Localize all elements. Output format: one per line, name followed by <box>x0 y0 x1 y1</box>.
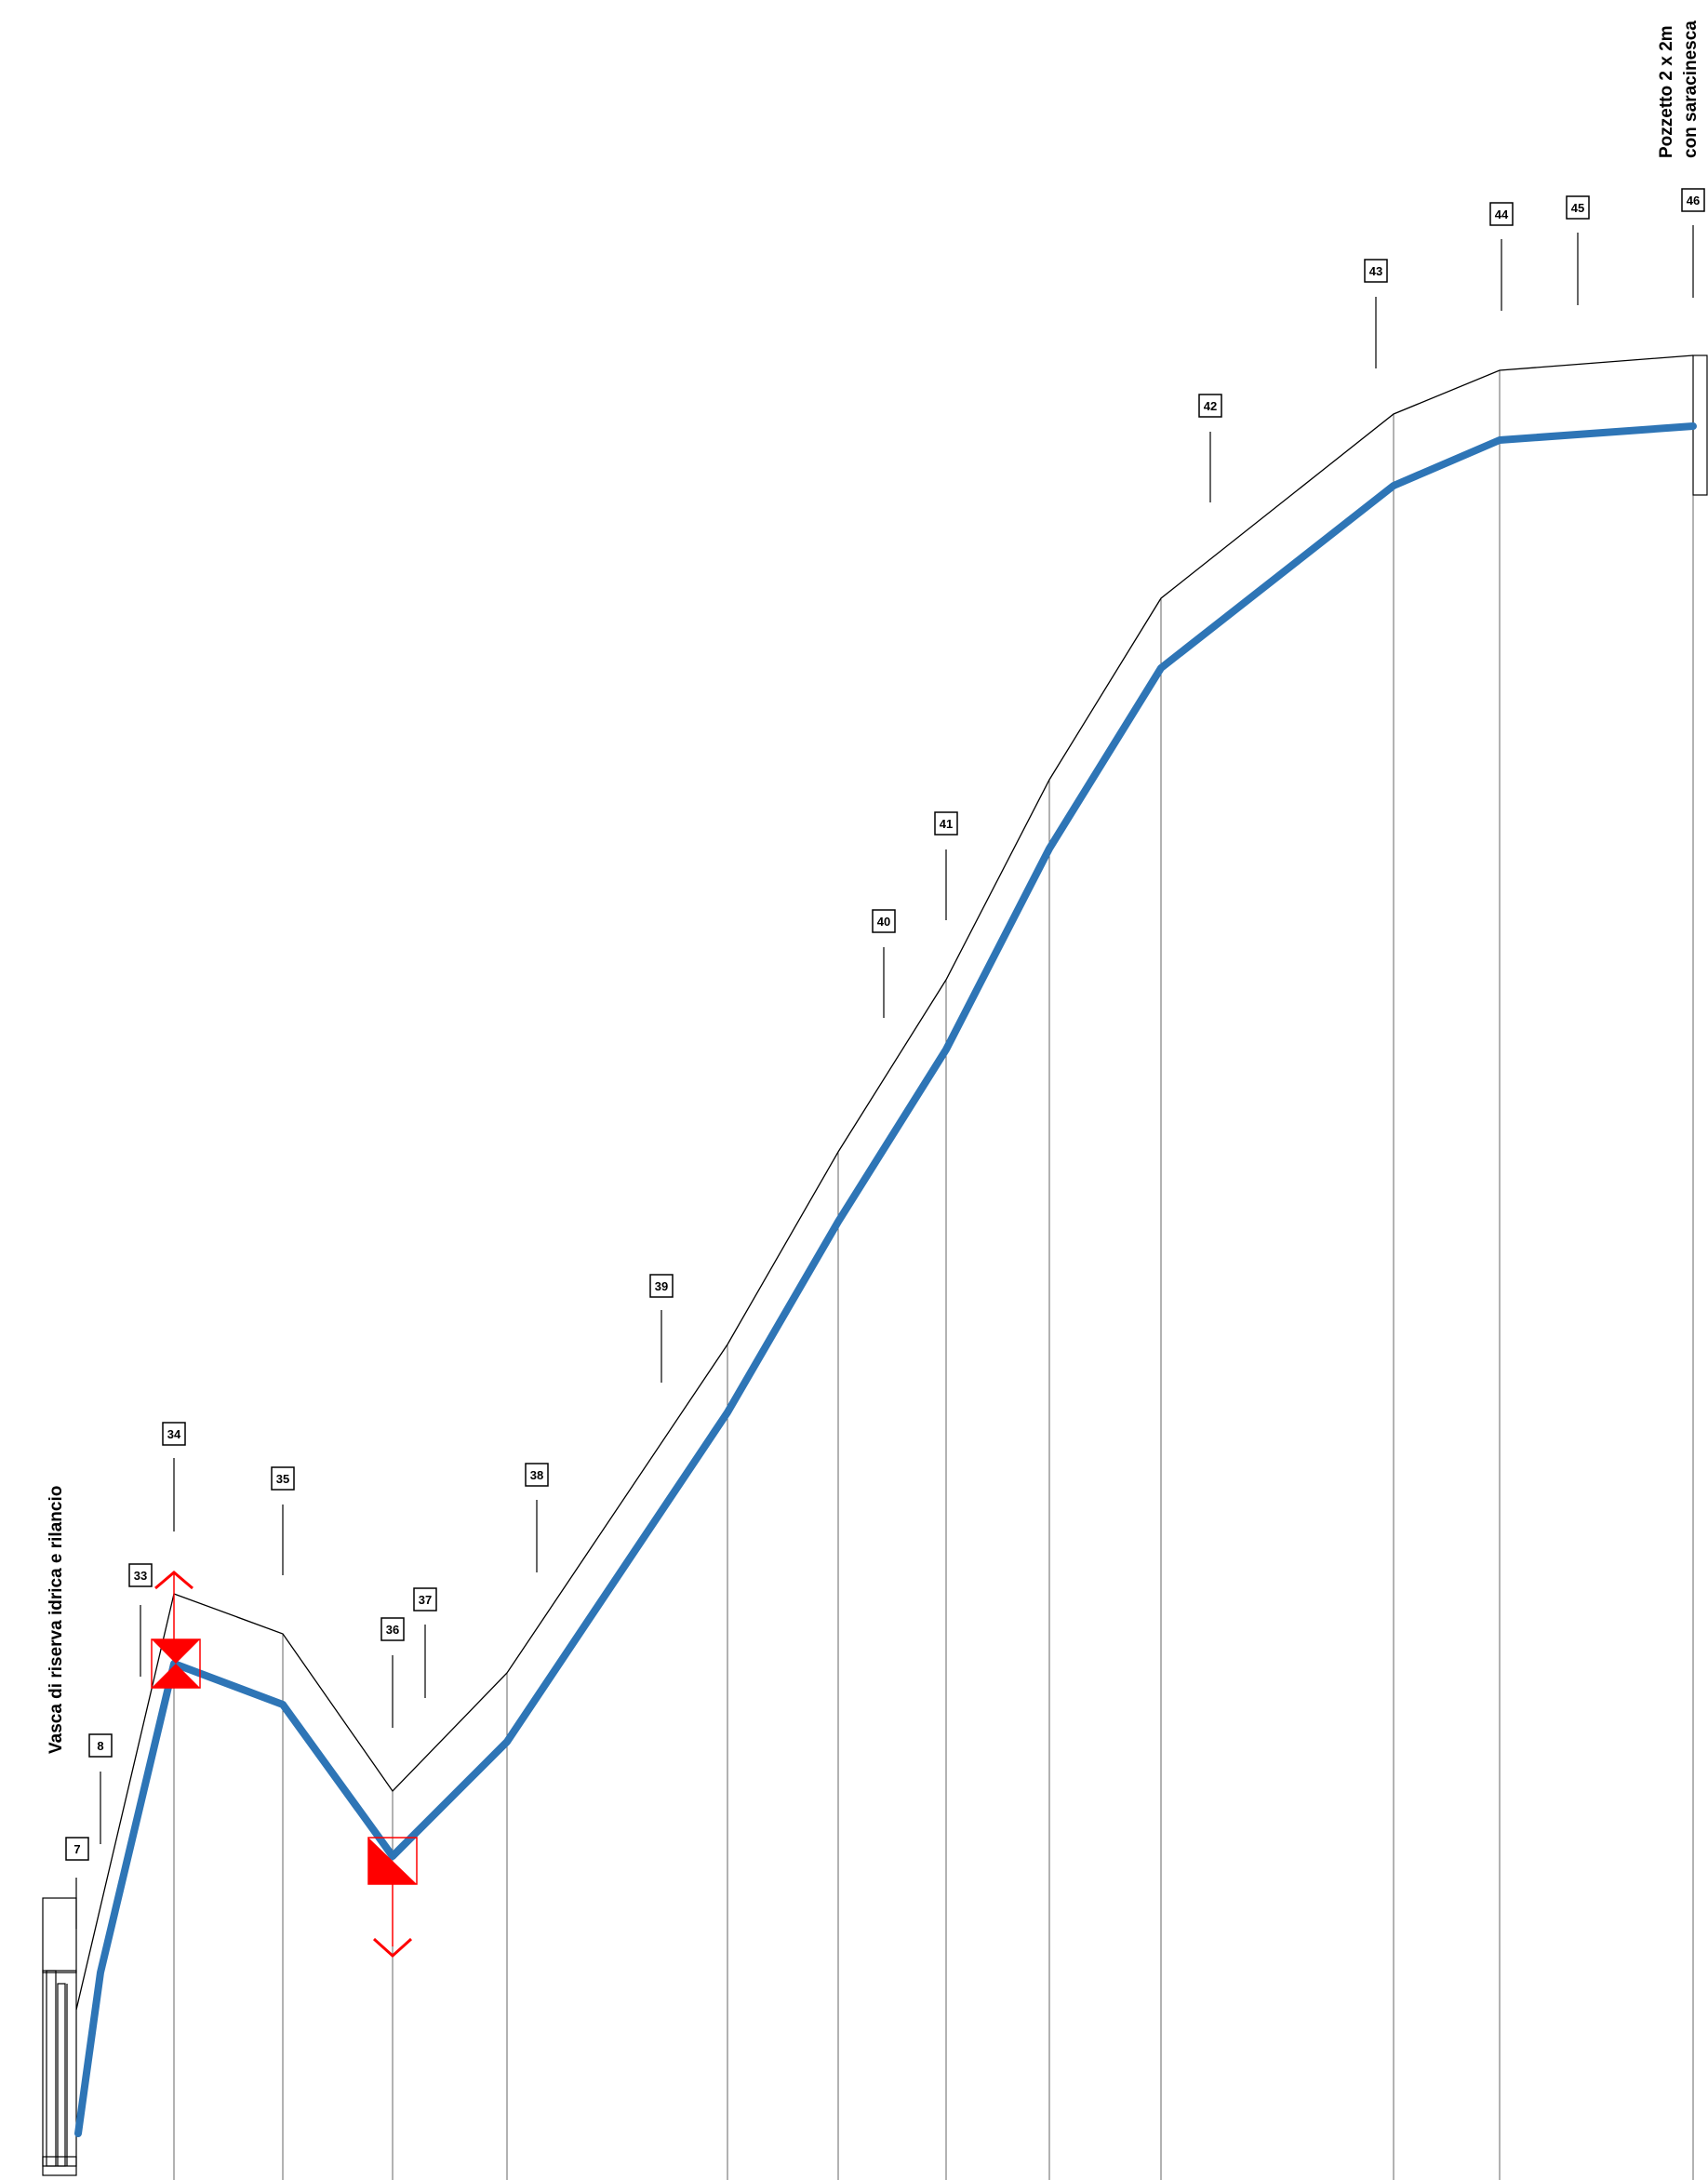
tank-icon <box>42 1897 77 2176</box>
pipe-profile-line <box>74 422 1697 2137</box>
node-label-38: 38 <box>525 1463 549 1487</box>
node-label-40: 40 <box>872 909 896 933</box>
air-valve-icon <box>151 1571 201 1689</box>
node-number: 33 <box>134 1569 147 1583</box>
node-number: 43 <box>1369 264 1382 278</box>
node-label-8: 8 <box>88 1733 113 1758</box>
node-label-46: 46 <box>1681 188 1705 212</box>
manhole-label-line2: con saracinesca <box>1681 20 1701 158</box>
tank-label: Vasca di riserva idrica e rilancio <box>47 1486 66 1754</box>
node-label-7: 7 <box>65 1837 89 1861</box>
node-number: 37 <box>419 1593 432 1607</box>
node-label-41: 41 <box>934 811 958 836</box>
drain-valve-icon <box>367 1837 418 1959</box>
node-number: 41 <box>940 817 953 831</box>
node-label-43: 43 <box>1364 259 1388 283</box>
node-label-34: 34 <box>162 1422 186 1446</box>
node-number: 36 <box>386 1623 399 1637</box>
node-number: 44 <box>1495 207 1509 221</box>
node-label-39: 39 <box>649 1274 674 1298</box>
node-label-35: 35 <box>271 1466 295 1491</box>
node-number: 46 <box>1687 194 1700 207</box>
node-leaders <box>75 225 1694 1929</box>
node-label-45: 45 <box>1566 195 1590 220</box>
node-label-36: 36 <box>380 1617 405 1641</box>
node-number: 42 <box>1204 399 1217 413</box>
node-label-44: 44 <box>1489 202 1514 226</box>
node-number: 40 <box>877 915 890 929</box>
node-number: 35 <box>276 1472 289 1486</box>
node-label-33: 33 <box>128 1563 153 1587</box>
node-label-37: 37 <box>413 1587 437 1612</box>
node-number: 7 <box>73 1842 80 1856</box>
node-number: 34 <box>167 1427 181 1441</box>
node-number: 39 <box>655 1279 668 1293</box>
node-label-42: 42 <box>1198 394 1222 418</box>
station-guides <box>173 355 1694 2180</box>
ground-profile-line <box>75 354 1694 2011</box>
manhole-label-line1: Pozzetto 2 x 2m <box>1657 25 1676 158</box>
node-number: 8 <box>97 1739 103 1753</box>
node-number: 45 <box>1571 201 1584 215</box>
node-number: 38 <box>530 1468 543 1482</box>
